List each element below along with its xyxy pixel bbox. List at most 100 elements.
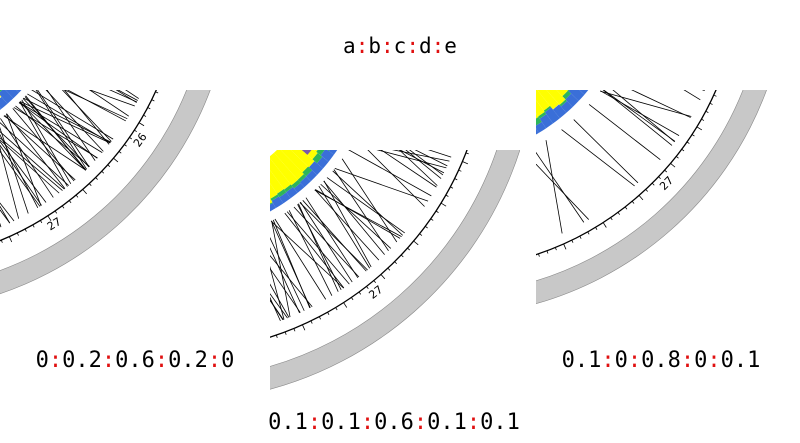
link-line bbox=[271, 220, 311, 308]
heatmap-cell-green bbox=[543, 105, 552, 113]
link-line bbox=[409, 150, 444, 176]
heatmap-cell-blue bbox=[16, 90, 22, 93]
link-line bbox=[19, 101, 87, 171]
heatmap-cell-blue bbox=[536, 128, 539, 135]
heatmap-cell-green bbox=[284, 184, 293, 193]
link-line bbox=[399, 150, 445, 174]
axis-tick bbox=[387, 267, 391, 271]
link-line bbox=[320, 183, 392, 249]
heatmap-cell-yellow bbox=[536, 90, 550, 111]
ratio-value: 0 bbox=[35, 348, 49, 373]
legend-letter-value: b bbox=[368, 34, 382, 58]
legend-letter-value: a bbox=[343, 34, 356, 58]
link-line bbox=[600, 90, 692, 117]
link-line bbox=[270, 237, 305, 311]
ratio-legend-title: a:b:c:d:e bbox=[0, 36, 800, 57]
link-line bbox=[588, 104, 661, 161]
link-line bbox=[61, 90, 112, 142]
heatmap-cell-yellow bbox=[0, 95, 2, 98]
axis-tick bbox=[275, 334, 278, 339]
link-lines bbox=[270, 150, 452, 322]
link-line bbox=[318, 185, 371, 269]
ratio-separator: : bbox=[101, 348, 116, 373]
link-line bbox=[428, 150, 452, 158]
axis-tick bbox=[101, 170, 105, 174]
axis-tick bbox=[16, 232, 19, 236]
heatmap-cell-green bbox=[0, 90, 3, 93]
axis-tick bbox=[318, 316, 322, 320]
heatmap-cell-green bbox=[559, 99, 567, 107]
link-line bbox=[0, 146, 20, 219]
legend-letter-value: c bbox=[393, 34, 407, 58]
link-line bbox=[270, 247, 300, 314]
heatmap-cell-blue bbox=[544, 107, 560, 124]
heatmap-cell-green bbox=[277, 189, 287, 198]
heatmap-cell-blue bbox=[0, 96, 8, 109]
legend-letter-value: d bbox=[418, 34, 432, 58]
heatmap-cell-green bbox=[316, 150, 325, 156]
ratio-separator: : bbox=[360, 410, 375, 435]
link-line bbox=[0, 139, 60, 194]
link-line bbox=[334, 168, 429, 202]
axis-tick bbox=[701, 118, 705, 121]
axis-tick bbox=[366, 286, 369, 289]
heatmap-cell-green bbox=[302, 166, 313, 177]
heatmap-cell-yellow bbox=[270, 198, 273, 204]
heatmap-cell-yellow bbox=[270, 158, 291, 190]
axis-tick bbox=[686, 141, 690, 144]
link-line bbox=[284, 212, 345, 289]
axis-tick bbox=[602, 222, 607, 228]
axis-tick bbox=[595, 226, 598, 230]
axis-tick bbox=[658, 176, 661, 180]
axis-tick bbox=[454, 178, 458, 181]
axis-tick bbox=[538, 253, 540, 257]
axis-tick bbox=[8, 236, 13, 243]
axis-tick bbox=[554, 247, 557, 251]
link-line bbox=[0, 150, 41, 207]
link-line bbox=[270, 267, 301, 313]
link-line bbox=[0, 202, 15, 222]
heatmap-cell-blue bbox=[552, 104, 567, 119]
link-lines bbox=[536, 90, 705, 234]
axis-tick bbox=[462, 161, 469, 165]
axis-tick bbox=[394, 261, 397, 265]
axis-tick-label: 27 bbox=[657, 174, 676, 193]
axis-tick bbox=[419, 233, 423, 236]
heatmap-cell-yellow bbox=[313, 150, 318, 152]
axis-tick bbox=[143, 114, 147, 117]
axis-tick bbox=[134, 129, 137, 133]
link-line bbox=[89, 90, 135, 107]
axis-tick bbox=[440, 202, 447, 207]
link-line bbox=[31, 90, 114, 140]
link-line bbox=[612, 90, 675, 143]
link-line bbox=[3, 115, 87, 171]
heatmap-cell-yellow bbox=[290, 150, 315, 168]
heatmap-cell-blue bbox=[565, 93, 579, 107]
heatmap-cell-blue bbox=[279, 192, 291, 204]
circos-plot-3: 27 bbox=[536, 90, 767, 304]
heatmap-cell-blue bbox=[299, 176, 311, 188]
link-line bbox=[323, 180, 372, 268]
circos-zoom-panel-3: 27 bbox=[536, 90, 786, 342]
link-line bbox=[376, 150, 447, 169]
ratio-value: 0 bbox=[614, 348, 628, 373]
axis-tick bbox=[32, 224, 35, 228]
heatmap-cell-green bbox=[291, 179, 301, 189]
link-line bbox=[270, 220, 344, 289]
axis-tick bbox=[138, 122, 145, 127]
axis-tick bbox=[54, 210, 58, 214]
link-line bbox=[6, 113, 66, 189]
ratio-separator: : bbox=[627, 348, 642, 373]
axis-tick bbox=[610, 217, 613, 221]
link-line bbox=[683, 90, 701, 101]
link-line bbox=[405, 150, 442, 179]
axis-tick bbox=[691, 134, 695, 137]
link-line bbox=[27, 93, 111, 144]
axis-tick bbox=[82, 189, 87, 195]
link-line bbox=[270, 293, 288, 319]
panel-2-ratio-caption: 0.1:0.1:0.6:0.1:0.1 bbox=[256, 412, 532, 434]
axis-tick bbox=[68, 200, 72, 204]
axis-tick bbox=[129, 136, 133, 140]
link-line bbox=[19, 101, 103, 153]
ratio-separator: : bbox=[413, 410, 428, 435]
